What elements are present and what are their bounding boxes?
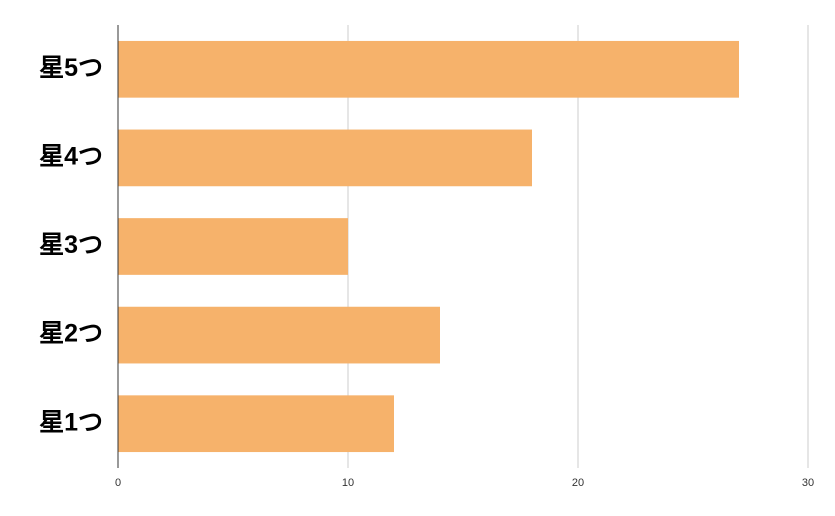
x-tick-label: 10: [342, 477, 354, 489]
bar: [118, 129, 532, 187]
bar: [118, 306, 440, 364]
y-tick-label: 星4つ: [39, 143, 103, 171]
y-tick-label: 星5つ: [39, 54, 103, 82]
y-tick-label: 星3つ: [39, 231, 103, 259]
bar: [118, 218, 348, 275]
y-tick-label: 星1つ: [39, 408, 103, 436]
x-tick-label: 30: [802, 477, 814, 489]
x-tick-label: 20: [572, 477, 584, 489]
bar: [118, 40, 739, 98]
x-tick-label: 0: [115, 477, 121, 489]
bar: [118, 395, 394, 453]
y-tick-label: 星2つ: [39, 320, 103, 348]
